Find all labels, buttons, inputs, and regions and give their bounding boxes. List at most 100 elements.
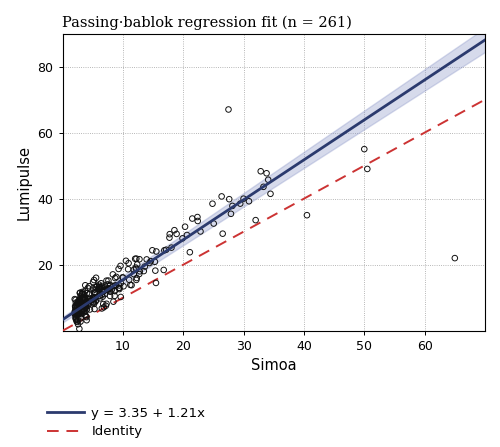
Point xyxy=(196,228,204,235)
Point xyxy=(135,270,143,278)
Point xyxy=(92,291,100,298)
Point xyxy=(147,257,155,265)
Point xyxy=(71,308,79,316)
Point xyxy=(82,304,90,312)
Point xyxy=(119,274,127,281)
Point xyxy=(76,318,84,325)
Point xyxy=(106,292,114,299)
Point xyxy=(72,315,80,322)
Point xyxy=(76,303,84,310)
Point xyxy=(78,295,86,302)
Point xyxy=(93,283,101,290)
Point xyxy=(74,311,82,318)
Point xyxy=(90,294,98,301)
Point xyxy=(106,283,114,290)
Point xyxy=(111,274,119,282)
Point xyxy=(82,301,90,308)
Point xyxy=(77,311,85,318)
Point xyxy=(75,308,83,315)
Point xyxy=(82,302,90,309)
Point xyxy=(124,266,132,273)
Point xyxy=(266,190,274,198)
Point xyxy=(81,301,89,308)
Point xyxy=(72,312,80,319)
Point xyxy=(90,299,98,306)
Point xyxy=(72,311,80,318)
Point xyxy=(96,295,104,302)
Point xyxy=(74,298,82,305)
Point xyxy=(116,282,124,289)
Point xyxy=(76,295,84,302)
Point xyxy=(74,310,82,317)
Point xyxy=(124,260,132,267)
Point xyxy=(208,200,216,207)
Point xyxy=(98,283,106,290)
Point xyxy=(76,304,84,311)
Point xyxy=(86,306,94,313)
Point xyxy=(76,289,84,296)
Point xyxy=(87,297,95,304)
Point xyxy=(97,280,105,287)
Point xyxy=(151,258,159,266)
Point xyxy=(218,230,226,237)
Point xyxy=(95,281,103,288)
Point xyxy=(132,265,140,272)
Point xyxy=(90,305,98,312)
Point xyxy=(262,170,270,177)
Point xyxy=(108,286,116,293)
Point xyxy=(89,285,97,292)
Point xyxy=(76,298,84,305)
Point xyxy=(85,291,93,298)
Point xyxy=(78,288,86,295)
Point xyxy=(96,286,104,293)
Point xyxy=(117,279,125,287)
Point xyxy=(74,309,82,316)
Point xyxy=(78,309,86,316)
Point xyxy=(92,296,100,304)
Point xyxy=(152,267,160,274)
Point xyxy=(162,246,170,253)
Point xyxy=(86,290,94,297)
Point xyxy=(364,165,372,173)
Point xyxy=(73,318,81,325)
Point xyxy=(210,220,218,227)
Legend: y = 3.35 + 1.21x, Identity: y = 3.35 + 1.21x, Identity xyxy=(46,407,205,438)
Point xyxy=(74,299,82,307)
Point xyxy=(76,315,84,322)
Point xyxy=(98,288,106,295)
Point xyxy=(122,257,130,264)
Point xyxy=(95,284,103,291)
Point xyxy=(90,300,98,308)
Point xyxy=(116,284,124,291)
Point xyxy=(72,296,80,304)
Point xyxy=(252,216,260,224)
Point xyxy=(81,294,89,301)
Point xyxy=(73,310,81,317)
Point xyxy=(74,297,82,304)
Point xyxy=(96,284,104,291)
Point xyxy=(186,249,194,256)
Point xyxy=(92,274,100,281)
Point xyxy=(89,298,97,305)
Point xyxy=(110,298,118,305)
Point xyxy=(98,287,106,295)
Point xyxy=(136,256,143,263)
Point xyxy=(80,301,88,308)
Y-axis label: Lumipulse: Lumipulse xyxy=(17,145,32,219)
Point xyxy=(170,227,178,234)
Point xyxy=(90,295,98,302)
Point xyxy=(132,264,140,271)
Point xyxy=(78,290,86,297)
Point xyxy=(72,299,80,306)
Point xyxy=(102,302,110,309)
Point xyxy=(85,283,93,290)
Point xyxy=(76,304,84,311)
Point xyxy=(152,248,160,255)
Point xyxy=(116,293,124,300)
Point xyxy=(146,259,154,266)
Point xyxy=(83,306,91,313)
Point xyxy=(104,285,112,292)
Point xyxy=(73,300,81,308)
Point xyxy=(110,292,118,299)
Point xyxy=(100,304,108,311)
